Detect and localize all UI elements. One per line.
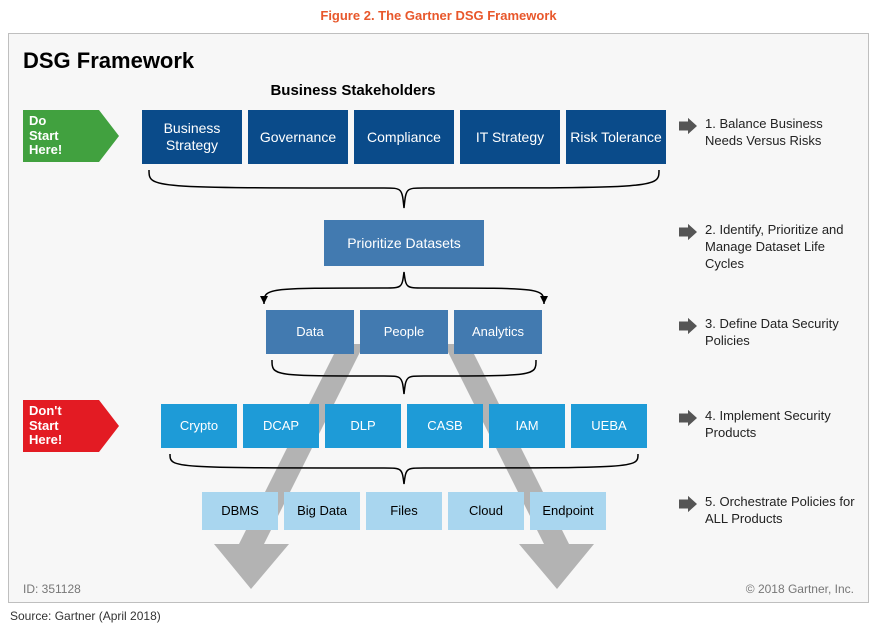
arrow-right-icon bbox=[679, 317, 697, 335]
callout-3-num: 3. bbox=[705, 316, 716, 331]
box-iam: IAM bbox=[489, 404, 565, 448]
box-ueba: UEBA bbox=[571, 404, 647, 448]
box-business-strategy: Business Strategy bbox=[142, 110, 242, 164]
row-products: Crypto DCAP DLP CASB IAM UEBA bbox=[139, 404, 669, 448]
box-analytics: Analytics bbox=[454, 310, 542, 354]
do-start-here-tag: Do Start Here! bbox=[23, 110, 99, 162]
box-data: Data bbox=[266, 310, 354, 354]
frame-footer: ID: 351128 © 2018 Gartner, Inc. bbox=[23, 582, 854, 596]
callout-2: 2. Identify, Prioritize and Manage Datas… bbox=[679, 222, 862, 273]
arrow-right-icon bbox=[679, 409, 697, 427]
figure-caption: Figure 2. The Gartner DSG Framework bbox=[0, 0, 877, 33]
box-dlp: DLP bbox=[325, 404, 401, 448]
box-casb: CASB bbox=[407, 404, 483, 448]
callout-5-text: Orchestrate Policies for ALL Products bbox=[705, 494, 855, 526]
arrow-right-icon bbox=[679, 223, 697, 241]
callout-4: 4. Implement Security Products bbox=[679, 408, 862, 442]
callout-3-text: Define Data Security Policies bbox=[705, 316, 839, 348]
do-start-here-label: Do Start Here! bbox=[29, 114, 62, 159]
callout-4-num: 4. bbox=[705, 408, 716, 423]
box-governance: Governance bbox=[248, 110, 348, 164]
diagram-frame: DSG Framework Business Stakeholders Do S… bbox=[8, 33, 869, 603]
copyright: © 2018 Gartner, Inc. bbox=[746, 582, 854, 596]
callout-1-text: Balance Business Needs Versus Risks bbox=[705, 116, 823, 148]
callout-2-text: Identify, Prioritize and Manage Dataset … bbox=[705, 222, 844, 271]
box-crypto: Crypto bbox=[161, 404, 237, 448]
box-cloud: Cloud bbox=[448, 492, 524, 530]
brace-3 bbox=[267, 358, 541, 396]
brace-2 bbox=[259, 270, 549, 306]
figure-id: ID: 351128 bbox=[23, 582, 81, 596]
brace-4 bbox=[165, 452, 643, 486]
brace-1 bbox=[144, 168, 664, 212]
callout-4-text: Implement Security Products bbox=[705, 408, 831, 440]
diagram-title: DSG Framework bbox=[23, 48, 854, 74]
callout-1-num: 1. bbox=[705, 116, 716, 131]
box-risk-tolerance: Risk Tolerance bbox=[566, 110, 666, 164]
box-big-data: Big Data bbox=[284, 492, 360, 530]
callout-5-num: 5. bbox=[705, 494, 716, 509]
box-compliance: Compliance bbox=[354, 110, 454, 164]
callout-3: 3. Define Data Security Policies bbox=[679, 316, 862, 350]
arrow-right-icon bbox=[679, 117, 697, 135]
box-dcap: DCAP bbox=[243, 404, 319, 448]
box-it-strategy: IT Strategy bbox=[460, 110, 560, 164]
source-line: Source: Gartner (April 2018) bbox=[10, 609, 877, 623]
box-prioritize-datasets: Prioritize Datasets bbox=[324, 220, 484, 266]
callout-5: 5. Orchestrate Policies for ALL Products bbox=[679, 494, 862, 528]
box-people: People bbox=[360, 310, 448, 354]
box-dbms: DBMS bbox=[202, 492, 278, 530]
arrow-right-icon bbox=[679, 495, 697, 513]
row-policies: Data People Analytics bbox=[139, 310, 669, 354]
box-files: Files bbox=[366, 492, 442, 530]
row-stakeholders: Business Strategy Governance Compliance … bbox=[139, 110, 669, 164]
callout-1: 1. Balance Business Needs Versus Risks bbox=[679, 116, 862, 150]
callout-2-num: 2. bbox=[705, 222, 716, 237]
box-endpoint: Endpoint bbox=[530, 492, 606, 530]
dont-start-here-label: Don't Start Here! bbox=[29, 404, 62, 449]
stakeholders-heading: Business Stakeholders bbox=[93, 82, 613, 99]
row-prioritize: Prioritize Datasets bbox=[139, 220, 669, 266]
dont-start-here-tag: Don't Start Here! bbox=[23, 400, 99, 452]
row-platforms: DBMS Big Data Files Cloud Endpoint bbox=[139, 492, 669, 530]
